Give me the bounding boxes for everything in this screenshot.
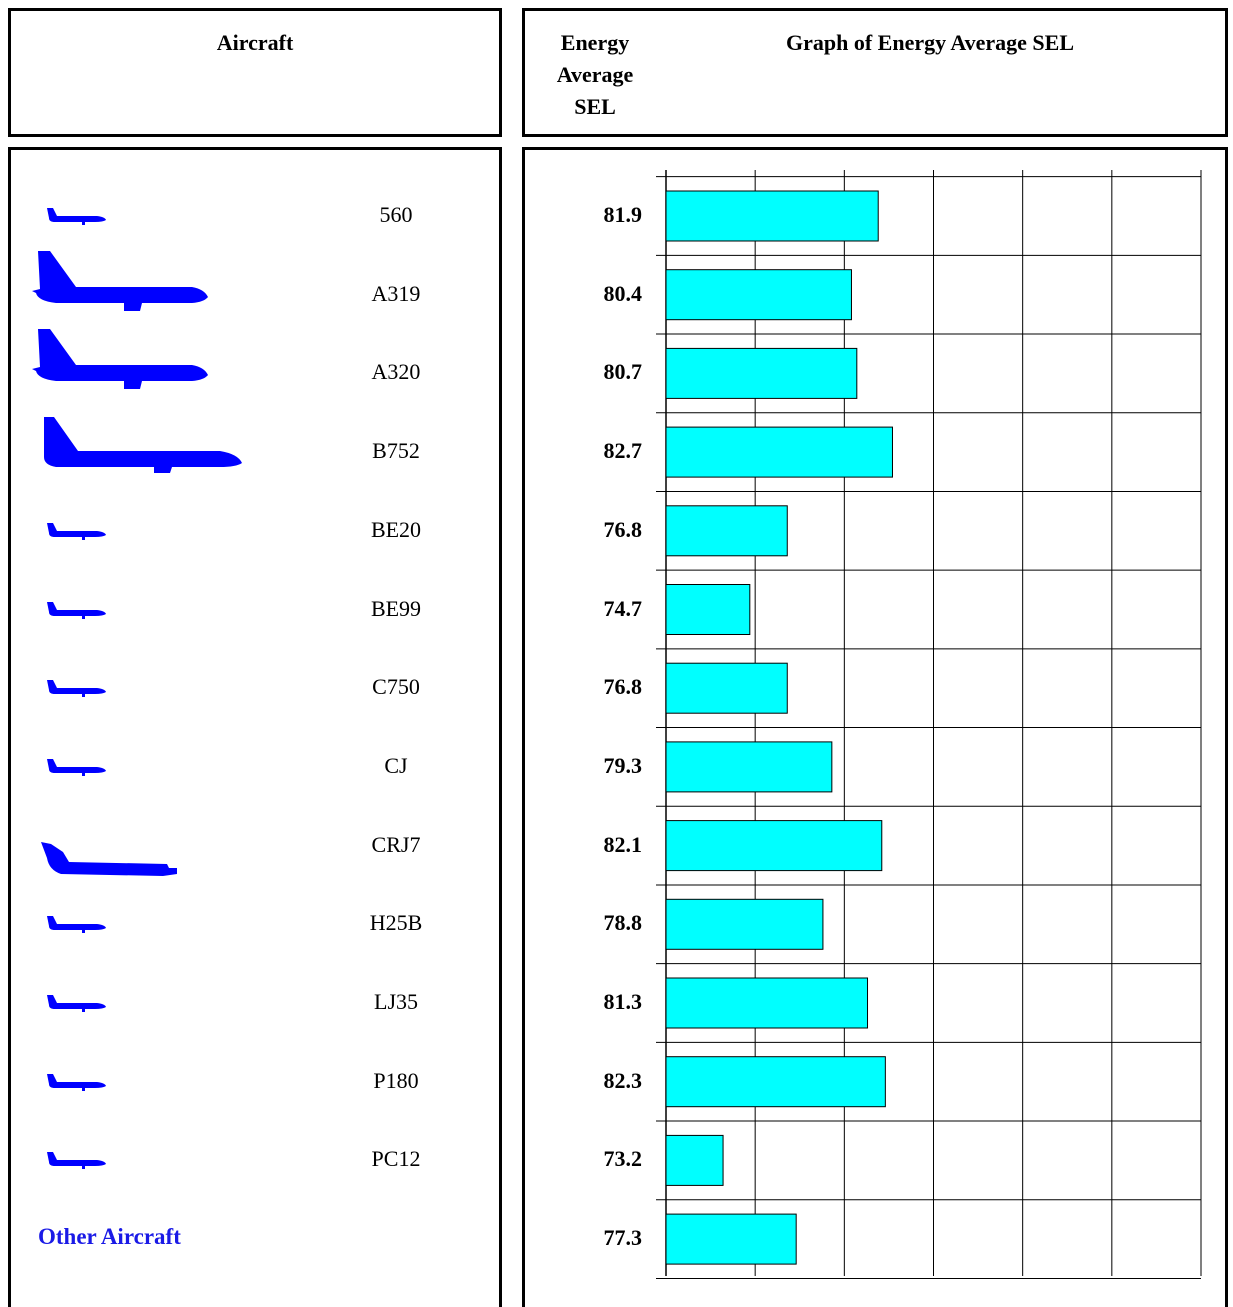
energy-header-line-3: SEL xyxy=(574,94,616,119)
data-label: 81.3 xyxy=(603,989,643,1014)
data-label: 77.3 xyxy=(603,1225,643,1251)
bar xyxy=(665,347,858,399)
small-jet-icon xyxy=(47,1073,106,1091)
small-jet-icon xyxy=(47,1152,106,1170)
energy-average-sel-header: Energy Average SEL xyxy=(535,27,655,123)
data-label: 73.2 xyxy=(603,1146,643,1172)
aircraft-label: CRJ7 xyxy=(371,831,421,857)
small-jet-icon xyxy=(47,916,106,934)
data-label: 80.4 xyxy=(603,280,643,306)
aircraft-list: 560 A319 A320 B752 BE20 BE99 C750 CJ CRJ7 H25B LJ3… xyxy=(8,147,502,1307)
energy-header-line-1: Energy xyxy=(560,30,630,55)
small-jet-icon xyxy=(47,601,106,619)
graph-header-cell: Energy Average SEL Graph of Energy Avera… xyxy=(522,8,1228,137)
aircraft-label: B752 xyxy=(372,438,420,464)
aircraft-label: P180 xyxy=(373,1067,419,1093)
data-label: 76.8 xyxy=(603,674,643,700)
bar xyxy=(665,977,869,1029)
aircraft-label: A319 xyxy=(371,280,421,306)
data-label: 74.7 xyxy=(603,595,643,621)
bar xyxy=(665,820,883,872)
aircraft-label: CJ xyxy=(384,752,408,778)
aircraft-label: A320 xyxy=(371,359,421,385)
bar-chart xyxy=(656,170,1202,1279)
small-jet-icon xyxy=(47,522,106,540)
data-label: 82.1 xyxy=(603,831,643,857)
bar xyxy=(665,269,852,321)
aircraft-label: BE20 xyxy=(370,516,422,542)
bar xyxy=(665,898,824,950)
aircraft-label: H25B xyxy=(369,910,423,936)
aircraft-label: PC12 xyxy=(371,1146,421,1172)
data-label: 76.8 xyxy=(603,516,643,542)
small-jet-icon xyxy=(47,995,106,1012)
graph-title: Graph of Energy Average SEL xyxy=(785,30,1075,55)
bar xyxy=(665,505,788,557)
large-airliner-icon xyxy=(44,417,242,474)
aircraft-header: Aircraft xyxy=(216,30,294,55)
other-aircraft-label: Other Aircraft xyxy=(38,1224,181,1250)
chart-panel: 81.9 80.4 80.7 82.7 76.8 74.7 76.8 79.3 82.1 78.8… xyxy=(522,147,1228,1307)
airliner-icon xyxy=(32,250,208,311)
data-label: 82.7 xyxy=(603,438,643,464)
energy-header-line-2: Average xyxy=(556,62,634,87)
aircraft-label: 560 xyxy=(379,202,413,227)
aircraft-label: C750 xyxy=(372,674,420,700)
bar xyxy=(665,426,893,478)
data-label: 78.8 xyxy=(603,910,643,936)
bar xyxy=(665,1134,724,1186)
airliner-icon xyxy=(32,329,208,390)
data-label: 80.7 xyxy=(603,359,643,385)
regional-jet-icon xyxy=(41,841,177,876)
bar xyxy=(665,584,751,635)
data-label: 79.3 xyxy=(603,752,643,778)
bar xyxy=(665,1056,886,1108)
aircraft-header-cell: Aircraft xyxy=(8,8,502,137)
data-label: 82.3 xyxy=(603,1067,643,1093)
bar xyxy=(665,1213,797,1265)
small-jet-icon xyxy=(47,208,106,225)
bar xyxy=(665,662,788,714)
bar xyxy=(665,741,833,793)
bar xyxy=(665,190,879,242)
small-jet-icon xyxy=(47,680,106,698)
data-label: 81.9 xyxy=(603,202,643,227)
aircraft-label: LJ35 xyxy=(374,989,418,1014)
aircraft-label: BE99 xyxy=(370,595,422,621)
small-jet-icon xyxy=(47,758,106,776)
